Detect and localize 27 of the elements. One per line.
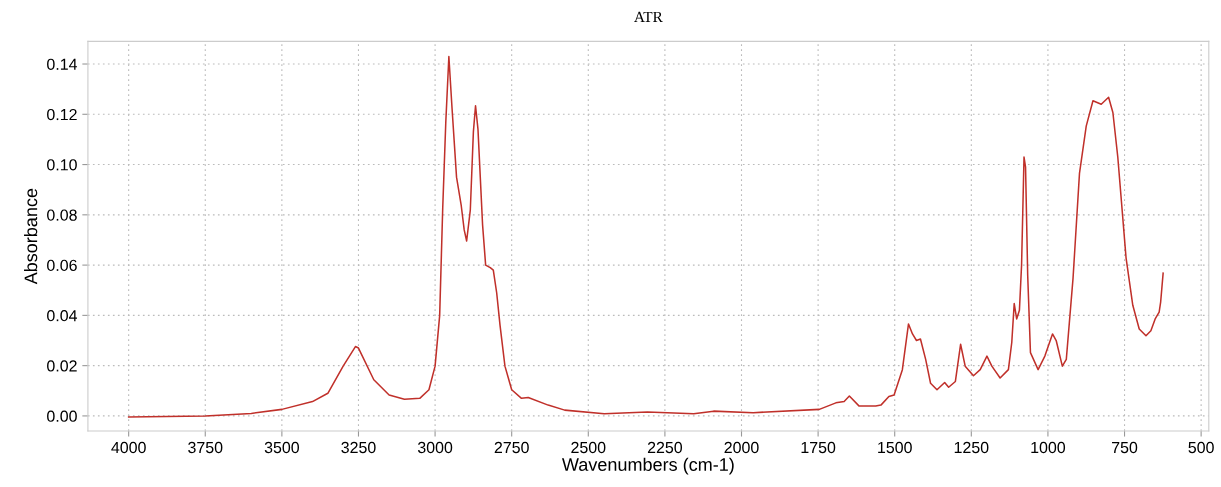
y-tick-label: 0.04 <box>47 310 78 322</box>
y-tick-label: 0.02 <box>47 360 77 372</box>
x-tick-label: 2750 <box>494 441 529 454</box>
x-tick-label: 500 <box>1188 441 1214 454</box>
x-tick-label: 750 <box>1112 441 1138 454</box>
x-tick-label: 1750 <box>801 441 836 454</box>
y-tick-label: 0.12 <box>47 108 77 121</box>
x-tick-label: 3500 <box>264 441 300 454</box>
x-tick-label: 3000 <box>417 441 453 454</box>
line-series <box>127 55 1164 418</box>
x-tick-label: 2250 <box>647 441 683 454</box>
y-tick-label: 0.14 <box>47 58 78 70</box>
x-tick-label: 1500 <box>878 441 912 454</box>
x-tick-label: 2000 <box>724 441 759 454</box>
y-tick-label: 0.06 <box>47 259 77 272</box>
chart-title: ATR <box>634 11 663 22</box>
y-tick-label: 0.10 <box>47 159 77 171</box>
y-axis-title: Absorbance <box>24 188 38 285</box>
x-tick-label: 4000 <box>111 441 146 454</box>
x-tick-label: 3750 <box>188 441 223 454</box>
x-tick-label: 1250 <box>954 441 989 454</box>
x-tick-label: 2500 <box>571 441 606 454</box>
x-axis-title: Wavenumbers (cm-1) <box>561 457 734 475</box>
x-tick-label: 1000 <box>1031 441 1066 454</box>
y-tick-label: 0.08 <box>47 209 77 221</box>
x-tick-label: 3250 <box>341 441 376 454</box>
y-tick-label: 0.00 <box>47 410 77 422</box>
